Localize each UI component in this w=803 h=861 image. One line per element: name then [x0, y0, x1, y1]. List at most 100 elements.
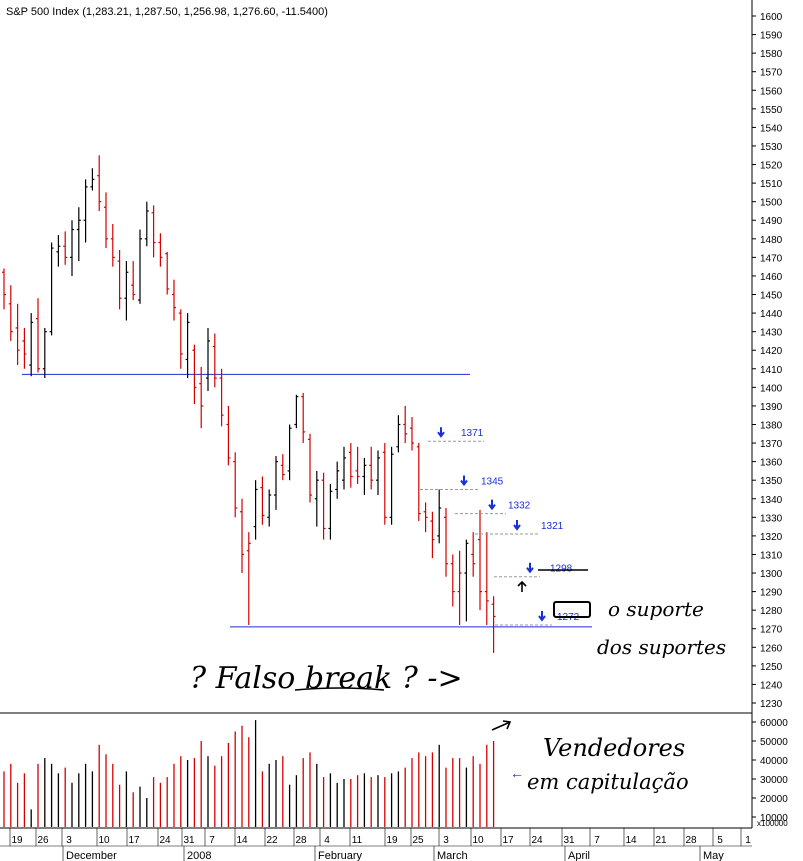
- price-tick-label: 1290: [760, 588, 783, 599]
- time-tick-label: 7: [594, 835, 600, 846]
- ohlc-bar: [124, 261, 129, 321]
- time-tick-label: 3: [443, 835, 449, 846]
- price-tick-label: 1380: [760, 420, 783, 431]
- time-tick-label: 17: [502, 835, 514, 846]
- ohlc-bar: [294, 394, 299, 429]
- volume-tick-label: 50000: [760, 737, 788, 748]
- price-tick-label: 1370: [760, 439, 783, 450]
- down-arrow-icon: [538, 611, 546, 622]
- down-arrow-icon: [526, 562, 534, 574]
- price-tick-label: 1260: [760, 643, 783, 654]
- ohlc-bar: [342, 446, 346, 490]
- price-tick-label: 1310: [760, 550, 783, 561]
- time-tick-label: 25: [412, 835, 424, 846]
- ohlc-bar: [192, 344, 197, 405]
- month-label: December: [66, 850, 117, 861]
- ohlc-bar: [76, 207, 81, 262]
- annotation-sellers: Vendedores: [543, 734, 685, 762]
- month-label: February: [318, 850, 363, 861]
- month-label: March: [437, 850, 468, 861]
- ohlc-bar: [457, 550, 462, 626]
- highlight-box-1272: [553, 601, 591, 618]
- volume-tick-label: 10000: [760, 813, 788, 824]
- price-tick-label: 1530: [760, 142, 783, 153]
- time-tick-label: 24: [159, 835, 171, 846]
- ohlc-bar: [287, 424, 292, 481]
- annotation-sellers-2: em capitulação: [527, 770, 689, 794]
- time-tick-label: 26: [37, 835, 49, 846]
- ohlc-bar: [90, 168, 95, 191]
- resistance-marker: 1371: [428, 427, 484, 442]
- price-tick-label: 1500: [760, 198, 783, 209]
- down-arrow-icon: [437, 427, 445, 438]
- time-tick-label: 14: [236, 835, 248, 846]
- price-tick-label: 1350: [760, 476, 783, 487]
- time-tick-label: 14: [625, 835, 637, 846]
- price-tick-label: 1230: [760, 699, 783, 710]
- ohlc-bar: [8, 285, 13, 341]
- ohlc-bar: [36, 298, 40, 373]
- time-tick-label: 1: [745, 835, 751, 846]
- ohlc-bar: [151, 205, 156, 258]
- time-tick-label: 31: [563, 835, 575, 846]
- time-tick-label: 3: [66, 835, 72, 846]
- ohlc-bar: [321, 472, 326, 540]
- ohlc-bar: [416, 443, 421, 522]
- resistance-label: 1332: [508, 501, 531, 512]
- time-tick-label: 31: [183, 835, 195, 846]
- resistance-label: 1321: [541, 521, 564, 532]
- ohlc-bar: [308, 433, 312, 503]
- price-tick-label: 1430: [760, 328, 783, 339]
- price-tick-label: 1570: [760, 68, 783, 79]
- ohlc-bar: [15, 303, 20, 366]
- annotation-support: o suporte: [608, 597, 704, 621]
- ohlc-bar: [117, 249, 122, 310]
- ohlc-bar: [314, 470, 319, 527]
- annotation-support-2: dos suportes: [597, 635, 726, 659]
- time-tick-label: 28: [685, 835, 697, 846]
- ohlc-bar: [219, 368, 224, 427]
- ohlc-bar: [491, 596, 496, 653]
- price-tick-label: 1580: [760, 49, 783, 60]
- time-tick-label: 10: [472, 835, 484, 846]
- time-tick-label: 21: [655, 835, 667, 846]
- ohlc-bar: [403, 405, 408, 444]
- time-tick-label: 11: [352, 835, 363, 846]
- ohlc-bar: [328, 483, 333, 540]
- ohlc-bar: [212, 333, 217, 388]
- volume-tick-label: 60000: [760, 718, 788, 729]
- price-tick-label: 1270: [760, 625, 783, 636]
- volume-axis-ticks: 10000 20000 30000 40000 50000 60000: [752, 718, 788, 824]
- price-tick-label: 1390: [760, 402, 783, 413]
- price-axis-ticks: 1230 1240 1250 1260 1270 1280 1290 1300 1310 1320…: [752, 12, 783, 710]
- month-label: 2008: [187, 850, 211, 861]
- price-tick-label: 1510: [760, 179, 783, 190]
- price-tick-label: 1520: [760, 161, 783, 172]
- volume-arrow-marker: ←: [510, 765, 524, 781]
- price-tick-label: 1400: [760, 383, 783, 394]
- price-tick-label: 1250: [760, 662, 783, 673]
- ohlc-bar: [83, 179, 88, 243]
- time-tick-label: 17: [128, 835, 140, 846]
- ohlc-bar: [355, 446, 360, 484]
- resistance-label: 1371: [461, 428, 484, 439]
- ohlc-bar: [178, 309, 183, 369]
- ohlc-bar: [240, 498, 244, 574]
- price-tick-label: 1440: [760, 309, 783, 320]
- month-label: May: [703, 850, 724, 861]
- volume-tick-label: 20000: [760, 794, 788, 805]
- ohlc-bar: [233, 452, 238, 518]
- ohlc-bar: [335, 461, 340, 499]
- price-tick-label: 1470: [760, 253, 783, 264]
- price-tick-label: 1340: [760, 495, 783, 506]
- ohlc-bar: [49, 242, 54, 336]
- ohlc-bar: [450, 554, 455, 607]
- ohlc-bar: [165, 251, 170, 295]
- ohlc-bar: [158, 233, 163, 267]
- ohlc-bar: [226, 405, 231, 466]
- ohlc-bar: [56, 235, 61, 267]
- underline-stroke: [294, 687, 385, 691]
- ohlc-bar: [376, 450, 380, 496]
